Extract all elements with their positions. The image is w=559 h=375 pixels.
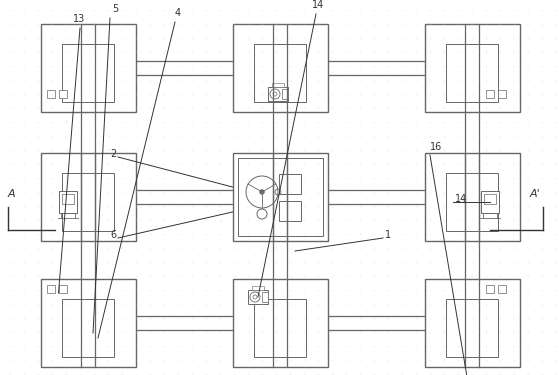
Text: 5: 5: [112, 4, 119, 14]
Bar: [279, 174, 301, 194]
Bar: [59, 90, 67, 98]
Bar: [446, 44, 498, 102]
Bar: [424, 153, 519, 241]
Bar: [46, 90, 54, 98]
Bar: [238, 158, 323, 236]
Text: 2: 2: [110, 149, 116, 159]
Text: 4: 4: [175, 8, 181, 18]
Bar: [486, 285, 494, 293]
Bar: [424, 24, 519, 112]
Bar: [282, 89, 288, 99]
Bar: [446, 299, 498, 357]
Bar: [59, 191, 77, 213]
Bar: [62, 44, 114, 102]
Circle shape: [260, 190, 264, 194]
Text: A: A: [8, 189, 16, 199]
Text: 6: 6: [110, 230, 116, 240]
Bar: [40, 24, 135, 112]
Bar: [40, 279, 135, 367]
Bar: [279, 201, 301, 221]
Bar: [233, 279, 328, 367]
Bar: [252, 286, 264, 290]
Bar: [62, 194, 74, 204]
Bar: [254, 44, 306, 102]
Text: 16: 16: [430, 142, 442, 152]
Bar: [46, 285, 54, 293]
Text: 14: 14: [312, 0, 324, 10]
Text: A': A': [530, 189, 541, 199]
Bar: [40, 153, 135, 241]
Bar: [248, 290, 268, 304]
Text: 1: 1: [385, 230, 391, 240]
Bar: [446, 173, 498, 231]
Bar: [233, 24, 328, 112]
Bar: [233, 153, 328, 241]
Bar: [484, 194, 496, 204]
Bar: [59, 285, 67, 293]
Bar: [486, 90, 494, 98]
Bar: [262, 292, 268, 302]
Bar: [498, 285, 505, 293]
Text: 13: 13: [73, 14, 86, 24]
Bar: [424, 279, 519, 367]
Bar: [498, 90, 505, 98]
Bar: [481, 191, 499, 213]
Bar: [254, 299, 306, 357]
Bar: [62, 173, 114, 231]
Bar: [62, 299, 114, 357]
Text: 14: 14: [455, 194, 467, 204]
Bar: [272, 83, 284, 87]
Bar: [268, 87, 288, 101]
